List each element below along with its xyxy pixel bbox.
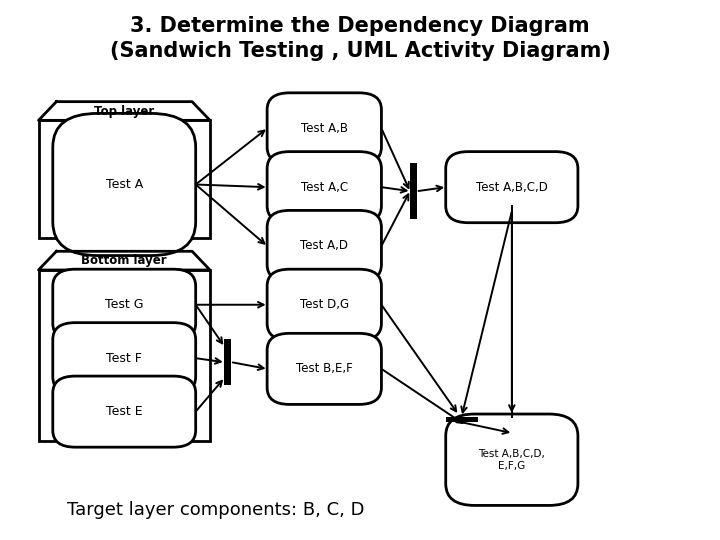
Text: Test E: Test E — [106, 405, 143, 418]
Text: Test G: Test G — [105, 298, 143, 311]
FancyBboxPatch shape — [53, 113, 196, 255]
Text: Test A,D: Test A,D — [300, 239, 348, 252]
FancyBboxPatch shape — [53, 322, 196, 394]
Bar — [38, 120, 210, 238]
FancyBboxPatch shape — [53, 269, 196, 340]
FancyBboxPatch shape — [53, 376, 196, 447]
Bar — [38, 270, 210, 441]
Bar — [446, 417, 478, 422]
FancyBboxPatch shape — [267, 152, 382, 222]
Text: Test D,G: Test D,G — [300, 298, 349, 311]
Polygon shape — [38, 102, 210, 120]
FancyBboxPatch shape — [267, 93, 382, 164]
Text: Target layer components: B, C, D: Target layer components: B, C, D — [67, 501, 364, 518]
Text: 3. Determine the Dependency Diagram
(Sandwich Testing , UML Activity Diagram): 3. Determine the Dependency Diagram (San… — [109, 16, 611, 61]
Polygon shape — [38, 251, 210, 270]
Text: Test A,B,C,D: Test A,B,C,D — [476, 181, 548, 194]
FancyBboxPatch shape — [267, 211, 382, 281]
Bar — [224, 340, 231, 385]
Text: Test A,B,C,D,
E,F,G: Test A,B,C,D, E,F,G — [478, 449, 545, 470]
Text: Test F: Test F — [107, 352, 142, 365]
FancyBboxPatch shape — [446, 152, 578, 222]
Text: Test B,E,F: Test B,E,F — [296, 362, 353, 375]
Text: Top layer: Top layer — [94, 105, 154, 118]
Bar — [410, 163, 417, 219]
Text: Test A,C: Test A,C — [301, 181, 348, 194]
Text: Test A: Test A — [106, 178, 143, 191]
FancyBboxPatch shape — [267, 333, 382, 404]
FancyBboxPatch shape — [446, 414, 578, 505]
Text: Test A,B: Test A,B — [301, 122, 348, 135]
Text: Bottom layer: Bottom layer — [81, 254, 167, 267]
FancyBboxPatch shape — [267, 269, 382, 340]
